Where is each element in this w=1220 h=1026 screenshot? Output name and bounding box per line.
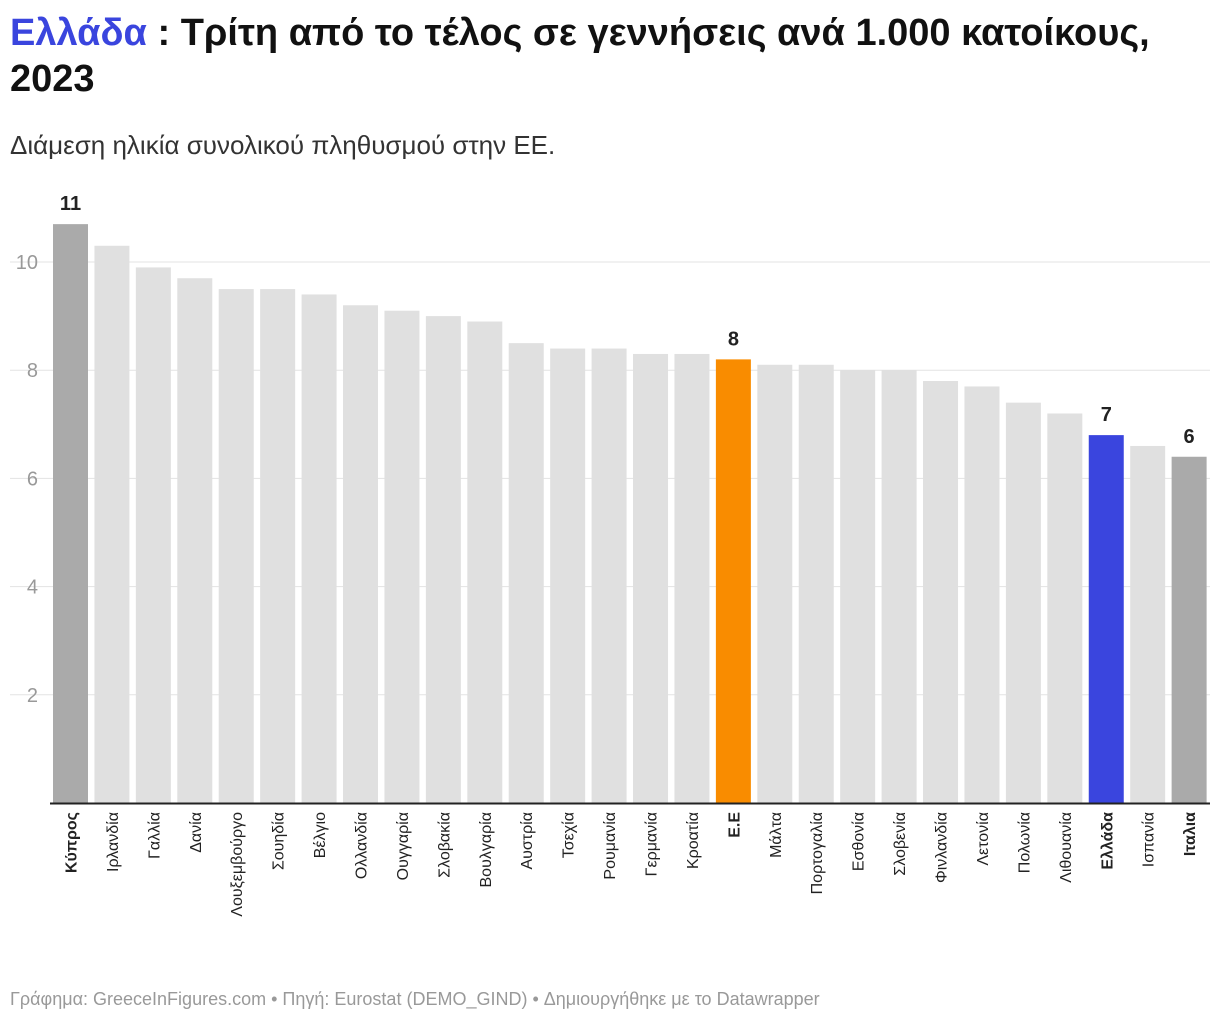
x-tick-label: Πορτογαλία <box>809 812 826 894</box>
data-label: 7 <box>1101 404 1112 426</box>
bar <box>1171 456 1207 803</box>
bar <box>53 224 88 803</box>
bar <box>715 359 751 803</box>
y-tick-label: 4 <box>27 577 38 599</box>
bar <box>1047 413 1083 803</box>
bar <box>218 289 254 803</box>
x-tick-label: Ουγγαρία <box>395 812 412 880</box>
x-tick-label: Σλοβενία <box>892 812 909 876</box>
y-tick-label: 8 <box>27 360 38 382</box>
y-tick-label: 10 <box>16 252 38 274</box>
title-highlight: Ελλάδα <box>10 12 147 54</box>
bar <box>301 294 337 803</box>
x-tick-label: Ελλάδα <box>1099 812 1116 870</box>
bar <box>135 267 171 803</box>
bar <box>550 348 586 803</box>
x-tick-label: Τσεχία <box>561 812 578 858</box>
bar <box>964 386 1000 803</box>
bar <box>94 245 130 803</box>
x-tick-label: Εσθονία <box>851 812 868 871</box>
bar <box>881 370 917 803</box>
bar <box>840 370 876 803</box>
x-tick-label: Πολωνία <box>1016 812 1033 873</box>
data-label: 8 <box>728 328 739 350</box>
bar <box>177 278 213 804</box>
x-tick-label: Σουηδία <box>271 812 288 870</box>
chart-subtitle: Διάμεση ηλικία συνολικού πληθυσμού στην … <box>10 130 556 160</box>
x-tick-label: Κύπρος <box>64 812 81 873</box>
y-tick-label: 6 <box>27 468 38 490</box>
x-tick-label: Λιθουανία <box>1058 812 1075 883</box>
y-tick-label: 2 <box>27 685 38 707</box>
bar <box>425 316 461 803</box>
x-tick-label: Ε.Ε <box>726 812 743 838</box>
bar <box>1130 445 1166 803</box>
bar <box>343 305 379 803</box>
bar <box>591 348 627 803</box>
x-tick-label: Αυστρία <box>519 812 536 870</box>
x-tick-label: Ισπανία <box>1141 812 1158 867</box>
bar <box>1088 435 1124 803</box>
bar <box>798 364 834 803</box>
bar <box>633 353 669 803</box>
chart-footer: Γράφημα: GreeceInFigures.com • Πηγή: Eur… <box>10 989 820 1009</box>
x-tick-label: Φινλανδία <box>934 812 951 883</box>
bar <box>1005 402 1041 803</box>
x-tick-label: Ολλανδία <box>354 812 371 879</box>
x-tick-label: Μάλτα <box>768 812 785 858</box>
chart-title: Ελλάδα : Τρίτη από το τέλος σε γεννήσεις… <box>10 10 1190 102</box>
x-tick-label: Γαλλία <box>146 812 163 859</box>
data-label: 6 <box>1184 426 1195 448</box>
x-tick-label: Κροατία <box>685 812 702 869</box>
x-tick-label: Λετονία <box>975 812 992 866</box>
bar <box>923 381 959 803</box>
bar <box>467 321 503 803</box>
x-tick-label: Ιταλια <box>1182 812 1199 856</box>
bar <box>674 353 710 803</box>
x-tick-label: Ρουμανία <box>602 812 619 880</box>
x-tick-label: Γερμανία <box>644 812 661 876</box>
x-tick-label: Δανία <box>188 812 205 853</box>
x-tick-label: Σλοβακία <box>436 812 453 878</box>
x-tick-label: Βουλγαρία <box>478 812 495 887</box>
x-tick-label: Λουξεμβούργο <box>229 812 246 917</box>
x-tick-label: Ιρλανδία <box>105 812 122 872</box>
bar <box>260 289 296 803</box>
bar <box>757 364 793 803</box>
x-tick-label: Βέλγιο <box>312 812 329 858</box>
bar <box>508 343 544 803</box>
title-rest: : Τρίτη από το τέλος σε γεννήσεις ανά 1.… <box>10 12 1150 100</box>
bar <box>384 310 420 803</box>
data-label: 11 <box>60 193 81 215</box>
